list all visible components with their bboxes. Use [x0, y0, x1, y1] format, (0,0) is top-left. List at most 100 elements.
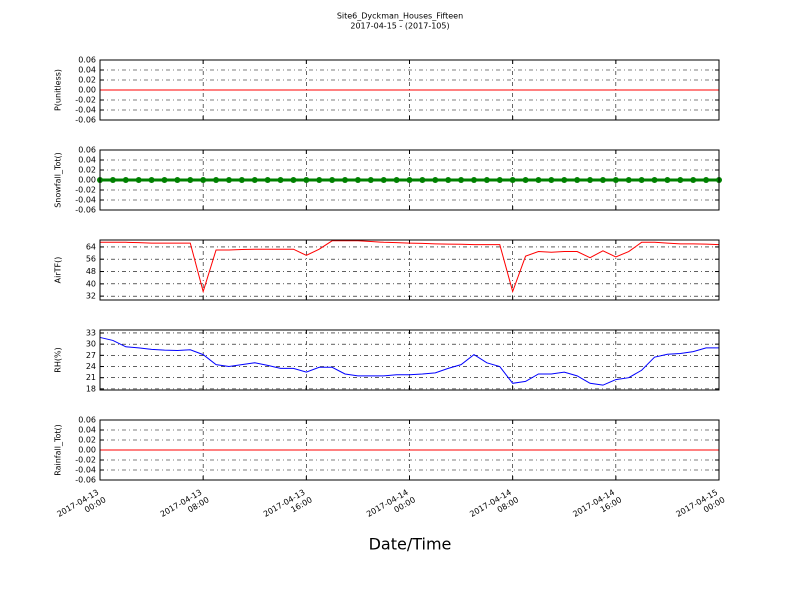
data-marker: [574, 177, 581, 183]
y-tick-label: 0.04: [78, 66, 96, 75]
data-marker: [548, 177, 555, 183]
axes-frame: [99, 419, 720, 481]
y-tick-label: -0.06: [75, 116, 96, 125]
y-axis-label: RH(%): [54, 347, 63, 372]
data-marker: [470, 177, 477, 183]
x-tick-label: 2017-04-14 08:00: [468, 486, 520, 527]
y-tick-label: 0.02: [78, 166, 96, 175]
data-marker: [367, 177, 374, 183]
data-marker: [599, 177, 606, 183]
y-tick-label: 0.04: [78, 426, 96, 435]
axes-frame: [99, 239, 720, 301]
data-marker: [213, 177, 220, 183]
y-tick-label: 0.00: [78, 176, 96, 185]
data-marker: [432, 177, 439, 183]
data-marker: [380, 177, 387, 183]
data-marker: [445, 177, 452, 183]
y-tick-label: 21: [86, 373, 96, 382]
y-tick-label: 24: [86, 362, 96, 371]
data-marker: [225, 177, 232, 183]
y-tick-label: 64: [86, 242, 96, 251]
data-marker: [393, 177, 400, 183]
y-axis-label: P(unitless): [54, 69, 63, 111]
data-marker: [251, 177, 258, 183]
data-marker: [483, 177, 490, 183]
y-axis-label: AirTF(): [54, 257, 63, 284]
y-axis-label: Snowfall_Tot(): [54, 152, 63, 208]
data-marker: [109, 177, 116, 183]
data-marker: [612, 177, 619, 183]
data-marker: [651, 177, 658, 183]
x-tick-label: 2017-04-14 00:00: [365, 486, 417, 527]
data-line: [100, 240, 720, 294]
data-marker: [161, 177, 168, 183]
y-tick-label: -0.02: [75, 456, 96, 465]
data-marker: [638, 177, 645, 183]
x-tick-label: 2017-04-13 16:00: [262, 486, 314, 527]
data-marker: [238, 177, 245, 183]
axes-frame: [99, 149, 720, 211]
data-marker: [690, 177, 697, 183]
y-tick-label: 0.02: [78, 76, 96, 85]
y-axis-label: Rainfall_Tot(): [54, 424, 63, 476]
y-tick-label: 32: [86, 292, 96, 301]
data-marker: [496, 177, 503, 183]
x-tick-label: 2017-04-14 16:00: [571, 486, 623, 527]
y-tick-label: 0.00: [78, 86, 96, 95]
data-marker: [174, 177, 181, 183]
data-marker: [277, 177, 284, 183]
y-tick-label: -0.02: [75, 96, 96, 105]
data-marker: [677, 177, 684, 183]
axes-frame: [99, 329, 720, 391]
x-tick-label: 2017-04-13 00:00: [55, 486, 107, 527]
data-marker: [587, 177, 594, 183]
axes-frame: [99, 59, 720, 121]
x-axis-label: Date/Time: [369, 535, 452, 554]
y-tick-label: 48: [86, 267, 96, 276]
data-marker: [703, 177, 710, 183]
data-marker: [406, 177, 413, 183]
y-tick-label: 0.00: [78, 446, 96, 455]
data-marker: [264, 177, 271, 183]
y-tick-label: 27: [86, 351, 96, 360]
subtitle: 2017-04-15 - (2017-105): [350, 22, 449, 31]
data-marker: [561, 177, 568, 183]
y-tick-label: 18: [86, 384, 96, 393]
data-marker: [303, 177, 310, 183]
data-line: [99, 336, 719, 386]
data-marker: [522, 177, 529, 183]
y-tick-label: 0.06: [78, 146, 96, 155]
x-tick-label: 2017-04-13 08:00: [158, 486, 210, 527]
data-marker: [122, 177, 129, 183]
y-tick-label: -0.04: [75, 466, 96, 475]
data-marker: [329, 177, 336, 183]
y-tick-label: 0.06: [78, 416, 96, 425]
title: Site6_Dyckman_Houses_Fifteen: [337, 12, 463, 21]
data-marker: [535, 177, 542, 183]
data-marker: [135, 177, 142, 183]
y-tick-label: -0.04: [75, 106, 96, 115]
y-tick-label: 0.02: [78, 436, 96, 445]
y-tick-label: 56: [86, 255, 96, 264]
data-marker: [509, 177, 516, 183]
data-marker: [664, 177, 671, 183]
data-marker: [458, 177, 465, 183]
data-marker: [354, 177, 361, 183]
y-tick-label: -0.06: [75, 206, 96, 215]
data-marker: [419, 177, 426, 183]
y-tick-label: 33: [86, 328, 96, 337]
y-tick-label: 0.06: [78, 56, 96, 65]
y-tick-label: 0.04: [78, 156, 96, 165]
data-marker: [148, 177, 155, 183]
data-marker: [316, 177, 323, 183]
data-marker: [200, 177, 207, 183]
y-tick-label: -0.06: [75, 476, 96, 485]
y-tick-label: 30: [86, 340, 96, 349]
x-tick-label: 2017-04-15 00:00: [674, 486, 726, 527]
y-tick-label: -0.02: [75, 186, 96, 195]
data-marker: [625, 177, 632, 183]
data-marker: [290, 177, 297, 183]
y-tick-label: -0.04: [75, 196, 96, 205]
y-tick-label: 40: [86, 279, 96, 288]
